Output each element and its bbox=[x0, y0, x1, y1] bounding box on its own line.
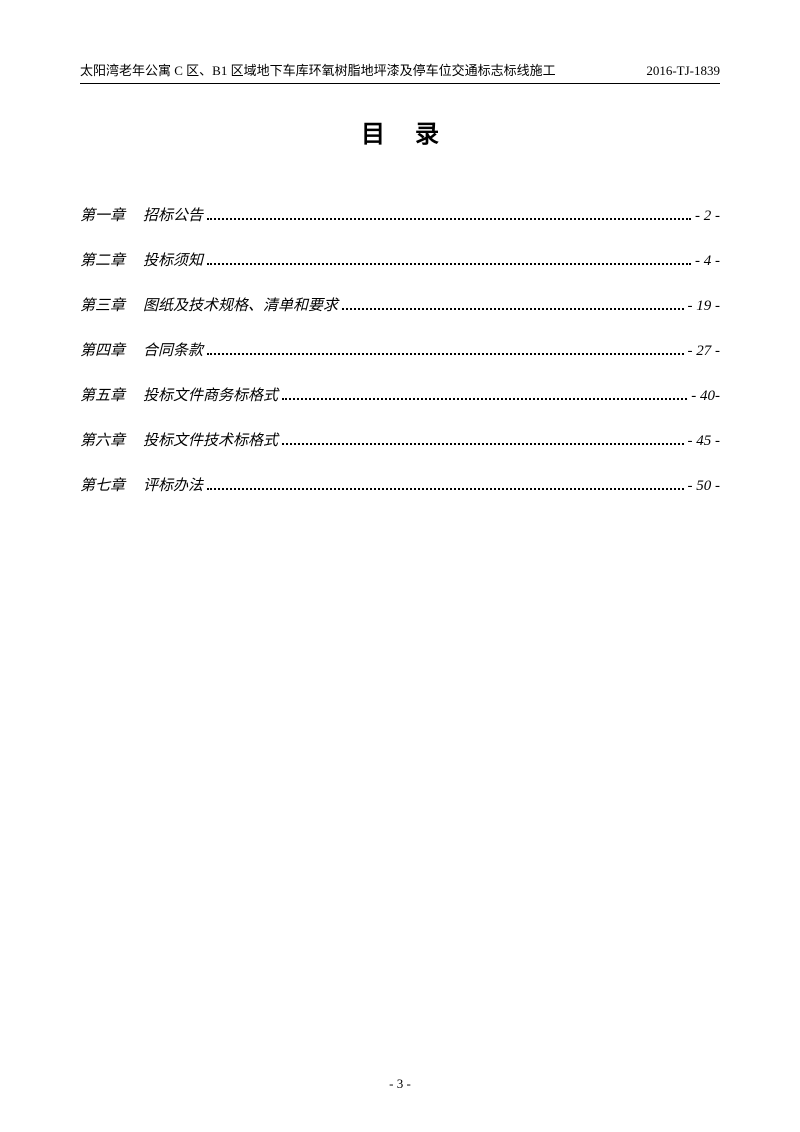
header-left-text: 太阳湾老年公寓 C 区、B1 区域地下车库环氧树脂地坪漆及停车位交通标志标线施工 bbox=[80, 60, 556, 79]
toc-item: 第二章 投标须知 - 4 - bbox=[80, 249, 720, 270]
page-number: - 19 - bbox=[688, 298, 721, 315]
chapter-label: 第二章 bbox=[80, 249, 125, 270]
toc-dots bbox=[207, 218, 691, 220]
chapter-title: 合同条款 bbox=[143, 339, 203, 360]
header-right-text: 2016-TJ-1839 bbox=[646, 63, 720, 79]
toc-dots bbox=[342, 308, 683, 310]
toc-list: 第一章 招标公告 - 2 - 第二章 投标须知 - 4 - 第三章 图纸及技术规… bbox=[80, 204, 720, 495]
toc-item: 第五章 投标文件商务标格式 - 40- bbox=[80, 384, 720, 405]
chapter-title: 招标公告 bbox=[143, 204, 203, 225]
toc-item: 第三章 图纸及技术规格、清单和要求 - 19 - bbox=[80, 294, 720, 315]
chapter-title: 投标文件商务标格式 bbox=[143, 384, 278, 405]
page-number: - 50 - bbox=[688, 478, 721, 495]
toc-item: 第六章 投标文件技术标格式 - 45 - bbox=[80, 429, 720, 450]
toc-item: 第四章 合同条款 - 27 - bbox=[80, 339, 720, 360]
page-footer: - 3 - bbox=[0, 1076, 800, 1092]
chapter-title: 图纸及技术规格、清单和要求 bbox=[143, 294, 338, 315]
toc-dots bbox=[282, 443, 683, 445]
page-number: - 40- bbox=[691, 388, 720, 405]
page-number: - 45 - bbox=[688, 433, 721, 450]
chapter-label: 第七章 bbox=[80, 474, 125, 495]
toc-dots bbox=[282, 398, 687, 400]
page-number: - 4 - bbox=[695, 253, 720, 270]
toc-dots bbox=[207, 263, 691, 265]
page-header: 太阳湾老年公寓 C 区、B1 区域地下车库环氧树脂地坪漆及停车位交通标志标线施工… bbox=[80, 60, 720, 84]
chapter-label: 第四章 bbox=[80, 339, 125, 360]
toc-dots bbox=[207, 353, 683, 355]
chapter-label: 第一章 bbox=[80, 204, 125, 225]
chapter-title: 投标文件技术标格式 bbox=[143, 429, 278, 450]
chapter-label: 第三章 bbox=[80, 294, 125, 315]
page-container: 太阳湾老年公寓 C 区、B1 区域地下车库环氧树脂地坪漆及停车位交通标志标线施工… bbox=[0, 0, 800, 1132]
page-number: - 2 - bbox=[695, 208, 720, 225]
toc-item: 第七章 评标办法 - 50 - bbox=[80, 474, 720, 495]
chapter-label: 第六章 bbox=[80, 429, 125, 450]
chapter-title: 投标须知 bbox=[143, 249, 203, 270]
page-number: - 27 - bbox=[688, 343, 721, 360]
chapter-title: 评标办法 bbox=[143, 474, 203, 495]
chapter-label: 第五章 bbox=[80, 384, 125, 405]
toc-item: 第一章 招标公告 - 2 - bbox=[80, 204, 720, 225]
toc-title: 目录 bbox=[80, 114, 720, 149]
toc-dots bbox=[207, 488, 683, 490]
